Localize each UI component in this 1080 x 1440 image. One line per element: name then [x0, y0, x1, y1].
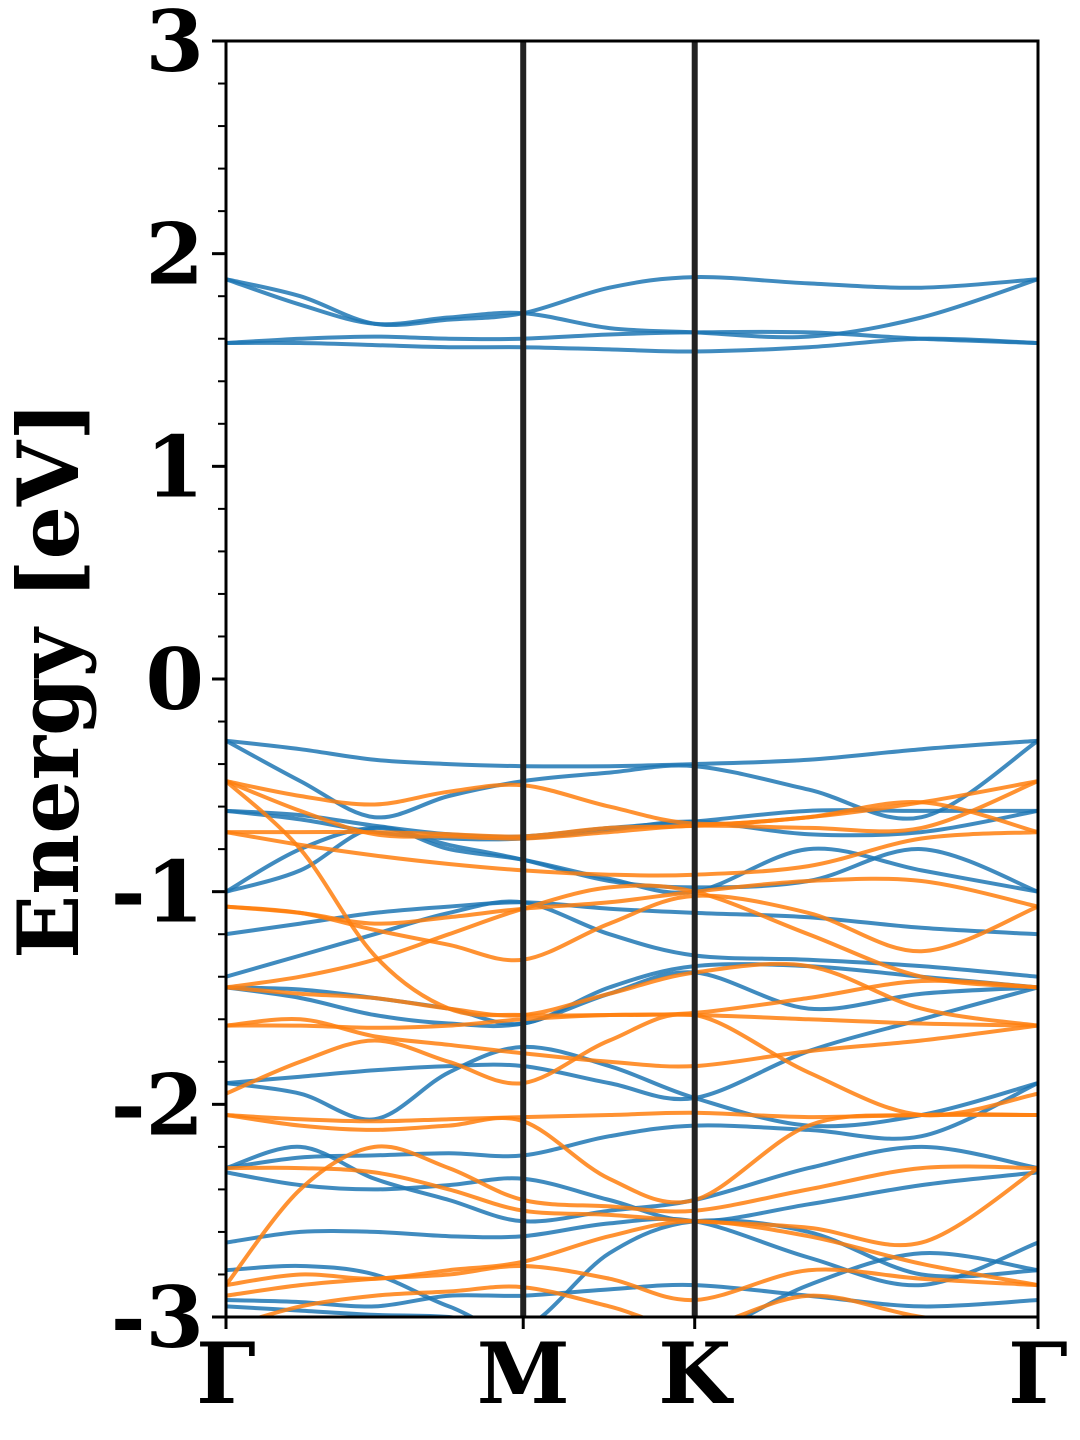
band-down-31: [226, 961, 1038, 1028]
x-tick-label-0: Γ: [196, 1324, 256, 1423]
band-down-34: [226, 1012, 1038, 1118]
y-tick-label: -1: [111, 843, 204, 942]
band-down-37: [226, 1165, 1038, 1248]
band-down-24: [226, 779, 1038, 841]
bands-layer: [226, 275, 1038, 1317]
x-tick-label-2: K: [658, 1324, 734, 1423]
band-down-32: [226, 1012, 1038, 1030]
high-symmetry-dividers: [520, 41, 698, 1317]
y-tick-label: 3: [146, 0, 204, 91]
band-up-10: [226, 900, 1038, 937]
band-up-19: [226, 1216, 1038, 1288]
band-up-22: [226, 1250, 1038, 1317]
band-up-2: [226, 329, 1038, 345]
band-down-25: [226, 800, 1038, 839]
band-down-23: [226, 779, 1038, 826]
y-axis-label: Energy [eV]: [0, 401, 98, 959]
y-tick-label: -3: [111, 1268, 204, 1367]
band-up-4: [226, 738, 1038, 769]
y-axis-ticks: 3 2 1 0 -1 -2 -3: [111, 0, 226, 1367]
y-tick-label: 1: [146, 417, 204, 516]
y-tick-label: -2: [111, 1055, 204, 1154]
band-up-3: [226, 336, 1038, 354]
band-down-26: [226, 830, 1038, 878]
band-up-21: [226, 1282, 1038, 1309]
band-down-41: [253, 1284, 938, 1317]
band-up-0: [226, 275, 1038, 328]
band-down-36: [226, 1112, 1038, 1205]
band-down-33: [226, 1017, 1038, 1069]
x-tick-label-3: Γ: [1008, 1324, 1068, 1423]
x-tick-label-1: M: [477, 1324, 570, 1423]
band-down-39: [226, 1219, 1038, 1288]
y-tick-label: 2: [146, 205, 204, 304]
plot-frame: [224, 39, 1040, 1319]
band-up-1: [226, 277, 1038, 340]
band-up-14: [226, 985, 1038, 1102]
band-up-18: [226, 1170, 1038, 1224]
band-up-5: [226, 738, 1038, 821]
y-tick-label: 0: [146, 630, 204, 729]
band-down-30: [226, 883, 1038, 990]
band-down-38: [226, 1144, 1038, 1288]
band-down-29: [226, 876, 1038, 926]
band-down-28: [226, 893, 1038, 963]
band-down-40: [226, 1263, 1038, 1303]
